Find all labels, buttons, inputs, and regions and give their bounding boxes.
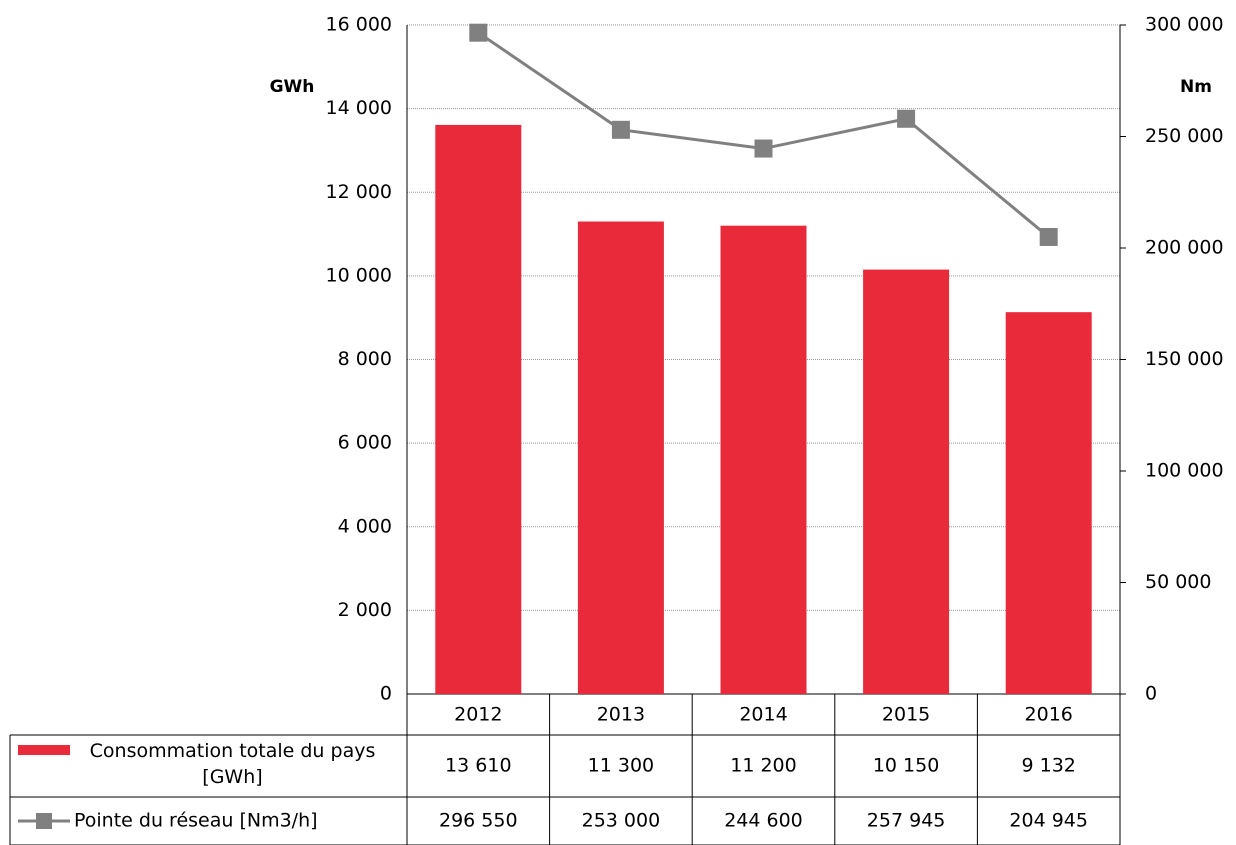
marker xyxy=(754,139,773,158)
y-tick-label: 8 000 xyxy=(338,348,392,370)
y-tick-label: 12 000 xyxy=(326,181,392,203)
table-value: 257 945 xyxy=(867,810,946,832)
bar xyxy=(435,124,522,694)
marker xyxy=(469,23,488,42)
table-value: 11 200 xyxy=(730,755,796,777)
y2-tick-label: 300 000 xyxy=(1145,14,1224,36)
bar xyxy=(863,269,950,694)
legend-marker xyxy=(36,813,52,829)
x-tick-label: 2015 xyxy=(882,704,930,726)
x-tick-label: 2013 xyxy=(597,704,645,726)
legend-label: Consommation totale du pays [GWh] xyxy=(89,740,376,788)
marker xyxy=(897,109,916,128)
table-value: 204 945 xyxy=(1009,810,1088,832)
y-tick-label: 0 xyxy=(380,683,392,705)
marker xyxy=(611,120,630,139)
y2-tick-label: 50 000 xyxy=(1145,571,1211,593)
y-tick-label: 14 000 xyxy=(326,97,392,119)
legend-label: Pointe du réseau [Nm3/h] xyxy=(74,810,318,832)
x-tick-label: 2016 xyxy=(1025,704,1073,726)
y-axis-label: GWh xyxy=(270,77,315,97)
table-value: 9 132 xyxy=(1021,755,1075,777)
y2-tick-label: 0 xyxy=(1145,683,1157,705)
y2-tick-label: 250 000 xyxy=(1145,125,1224,147)
table-value: 244 600 xyxy=(724,810,803,832)
y-tick-label: 4 000 xyxy=(338,515,392,537)
y-tick-label: 6 000 xyxy=(338,432,392,454)
bar xyxy=(720,225,807,694)
y-tick-label: 2 000 xyxy=(338,599,392,621)
x-tick-label: 2012 xyxy=(454,704,502,726)
table-value: 253 000 xyxy=(582,810,661,832)
y-tick-label: 10 000 xyxy=(326,264,392,286)
y2-tick-label: 200 000 xyxy=(1145,237,1224,259)
x-tick-label: 2014 xyxy=(739,704,787,726)
marker xyxy=(1039,227,1058,246)
table-value: 10 150 xyxy=(873,755,939,777)
y2-axis-label: Nm xyxy=(1180,77,1212,97)
table-value: 13 610 xyxy=(445,755,511,777)
bar xyxy=(1005,312,1092,694)
bar xyxy=(577,221,664,695)
y2-tick-label: 150 000 xyxy=(1145,348,1224,370)
y2-tick-label: 100 000 xyxy=(1145,460,1224,482)
y-tick-label: 16 000 xyxy=(326,14,392,36)
legend-entry: Consommation totale du pays [GWh] xyxy=(89,740,376,788)
legend-swatch xyxy=(18,745,70,755)
line xyxy=(477,31,1050,239)
table-value: 11 300 xyxy=(588,755,654,777)
table-value: 296 550 xyxy=(439,810,518,832)
